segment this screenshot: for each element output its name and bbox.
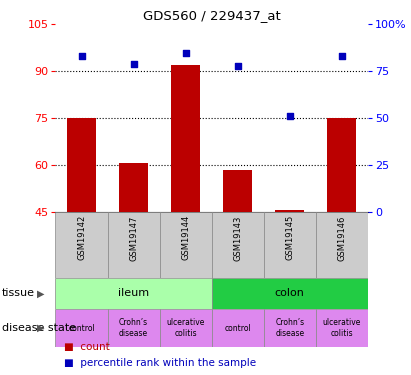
Text: ileum: ileum xyxy=(118,288,149,298)
Bar xyxy=(316,309,368,347)
Bar xyxy=(212,309,264,347)
Bar xyxy=(55,212,108,278)
Bar xyxy=(108,212,159,278)
Text: GSM19144: GSM19144 xyxy=(181,215,190,260)
Bar xyxy=(159,309,212,347)
Bar xyxy=(212,278,368,309)
Bar xyxy=(212,212,264,278)
Title: GDS560 / 229437_at: GDS560 / 229437_at xyxy=(143,9,281,22)
Bar xyxy=(67,118,96,212)
Text: ▶: ▶ xyxy=(37,288,44,298)
Bar xyxy=(119,164,148,212)
Text: Crohn’s
disease: Crohn’s disease xyxy=(275,318,304,338)
Text: control: control xyxy=(224,324,251,333)
Text: ulcerative
colitis: ulcerative colitis xyxy=(323,318,361,338)
Bar xyxy=(264,212,316,278)
Point xyxy=(286,113,293,119)
Text: Crohn’s
disease: Crohn’s disease xyxy=(119,318,148,338)
Point xyxy=(78,53,85,59)
Bar xyxy=(55,278,212,309)
Bar xyxy=(316,212,368,278)
Text: GSM19143: GSM19143 xyxy=(233,215,242,261)
Bar xyxy=(108,309,159,347)
Point xyxy=(339,53,345,59)
Bar xyxy=(159,212,212,278)
Bar xyxy=(264,309,316,347)
Text: colon: colon xyxy=(275,288,305,298)
Bar xyxy=(171,65,200,212)
Text: ulcerative
colitis: ulcerative colitis xyxy=(166,318,205,338)
Bar xyxy=(275,210,304,212)
Text: tissue: tissue xyxy=(2,288,35,298)
Text: control: control xyxy=(68,324,95,333)
Text: GSM19145: GSM19145 xyxy=(285,215,294,260)
Point xyxy=(130,61,137,67)
Text: ▶: ▶ xyxy=(37,323,44,333)
Text: disease state: disease state xyxy=(2,323,76,333)
Bar xyxy=(55,309,108,347)
Text: ■  percentile rank within the sample: ■ percentile rank within the sample xyxy=(64,357,256,368)
Bar xyxy=(328,118,356,212)
Text: ■  count: ■ count xyxy=(64,342,109,352)
Text: GSM19146: GSM19146 xyxy=(337,215,346,261)
Text: GSM19142: GSM19142 xyxy=(77,215,86,260)
Point xyxy=(182,50,189,55)
Point xyxy=(234,63,241,69)
Bar xyxy=(224,170,252,212)
Text: GSM19147: GSM19147 xyxy=(129,215,138,261)
